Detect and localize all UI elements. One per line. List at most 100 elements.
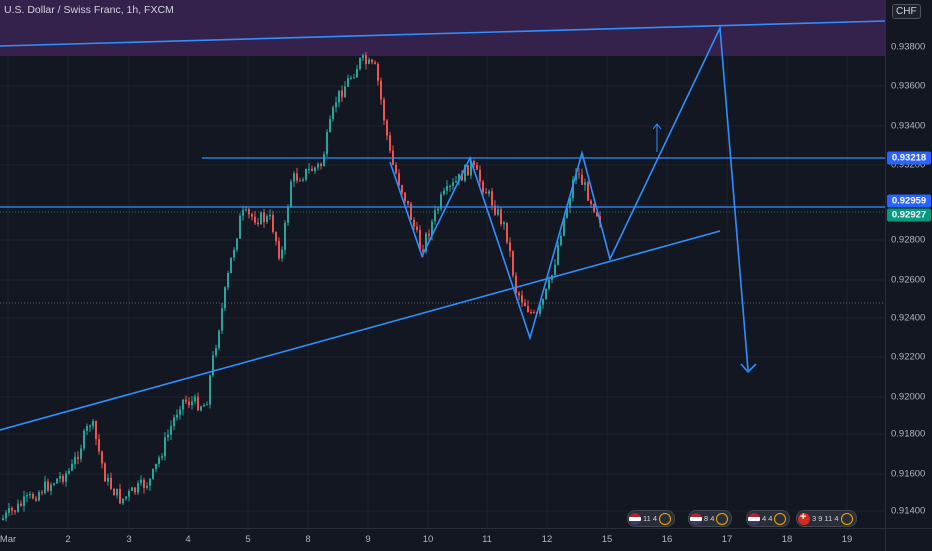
- event-ring-icon: [774, 512, 787, 525]
- candle-body: [395, 164, 397, 174]
- candle-body: [140, 479, 142, 484]
- candle-body: [563, 217, 565, 236]
- time-tick: 12: [541, 534, 553, 545]
- economic-event-marker[interactable]: 3 9 11 4: [796, 510, 857, 527]
- candle-body: [20, 503, 22, 506]
- flag-icon: [748, 512, 760, 525]
- candle-body: [62, 476, 64, 482]
- candle-body: [338, 90, 340, 103]
- candle-body: [83, 430, 85, 449]
- candle-body: [365, 55, 367, 64]
- event-ring-icon: [840, 512, 853, 525]
- candle-body: [314, 167, 316, 172]
- price-tick: 0.91400: [891, 505, 926, 517]
- candle-body: [284, 222, 286, 250]
- price-axis[interactable]: CHF 0.938000.936000.934000.932000.930000…: [885, 0, 932, 528]
- candle-body: [434, 210, 436, 222]
- candle-body: [524, 302, 526, 307]
- candle-body: [470, 161, 472, 176]
- symbol-title[interactable]: U.S. Dollar / Swiss Franc, 1h, FXCM: [4, 4, 174, 16]
- candle-body: [101, 451, 103, 464]
- upper-trendline[interactable]: [0, 20, 885, 47]
- economic-event-marker[interactable]: 8 4: [688, 510, 733, 527]
- candle-body: [362, 55, 364, 59]
- candle-body: [356, 68, 358, 78]
- candle-body: [374, 62, 376, 64]
- candle-body: [146, 485, 148, 489]
- candle-body: [527, 306, 529, 313]
- candle-body: [29, 493, 31, 496]
- candle-body: [50, 484, 52, 491]
- candle-body: [167, 434, 169, 438]
- time-tick: 5: [245, 534, 251, 545]
- candle-body: [539, 304, 541, 314]
- candle-body: [221, 308, 223, 331]
- candle-body: [557, 245, 559, 265]
- candle-body: [77, 456, 79, 460]
- time-tick: 19: [841, 534, 853, 545]
- candle-body: [233, 249, 235, 258]
- candle-body: [368, 59, 370, 64]
- candle-body: [353, 77, 355, 79]
- candle-body: [299, 180, 301, 182]
- candle-body: [401, 185, 403, 193]
- flag-icon: [690, 512, 702, 525]
- chart-pane[interactable]: [0, 0, 885, 528]
- candle-body: [386, 120, 388, 136]
- candle-body: [11, 508, 13, 511]
- candle-body: [245, 209, 247, 211]
- economic-event-marker[interactable]: 11 4: [627, 510, 676, 527]
- candle-body: [593, 204, 595, 212]
- axis-corner: [885, 528, 932, 551]
- economic-event-marker[interactable]: 4 4: [746, 510, 791, 527]
- time-tick: 17: [721, 534, 733, 545]
- event-ring-icon: [659, 512, 672, 525]
- candle-body: [41, 492, 43, 494]
- candle-body: [194, 396, 196, 402]
- candle-body: [431, 221, 433, 236]
- candle-body: [590, 200, 592, 205]
- candle-body: [74, 456, 76, 464]
- candle-body: [287, 207, 289, 223]
- candle-body: [32, 493, 34, 499]
- candle-body: [488, 191, 490, 194]
- candle-body: [158, 457, 160, 464]
- drawings[interactable]: [0, 20, 885, 431]
- candle-body: [479, 169, 481, 182]
- rising-trendline[interactable]: [0, 230, 721, 431]
- candle-body: [149, 478, 151, 486]
- candle-body: [155, 463, 157, 469]
- time-tick: 2: [65, 534, 71, 545]
- candle-body: [428, 233, 430, 236]
- candle-body: [71, 463, 73, 471]
- candle-body: [56, 478, 58, 484]
- time-axis[interactable]: Mar 2 3 4 5 8 9 10 11 12 15 16 17 18 19: [0, 528, 885, 551]
- candle-body: [14, 510, 16, 512]
- candle-body: [272, 215, 274, 233]
- candle-body: [569, 198, 571, 208]
- currency-badge[interactable]: CHF: [892, 4, 921, 19]
- time-tick: Mar: [0, 534, 17, 545]
- candle-body: [440, 194, 442, 209]
- candle-body: [263, 212, 265, 222]
- candle-body: [2, 518, 4, 520]
- price-tick: 0.93600: [891, 80, 926, 92]
- candle-body: [125, 496, 127, 499]
- candle-body: [197, 396, 199, 411]
- time-tick: 10: [422, 534, 434, 545]
- candle-body: [332, 107, 334, 120]
- candle-body: [257, 222, 259, 225]
- pattern-zigzag[interactable]: [389, 24, 749, 371]
- candle-body: [242, 210, 244, 216]
- time-tick: 4: [185, 534, 191, 545]
- chart-grid: [0, 0, 885, 528]
- candle-body: [452, 182, 454, 186]
- candle-body: [59, 476, 61, 479]
- candle-body: [107, 477, 109, 482]
- candle-body: [152, 468, 154, 479]
- resistance-zone[interactable]: [0, 0, 885, 56]
- candle-body: [119, 488, 121, 504]
- candle-body: [572, 179, 574, 199]
- candle-body: [560, 235, 562, 246]
- candle-body: [509, 242, 511, 252]
